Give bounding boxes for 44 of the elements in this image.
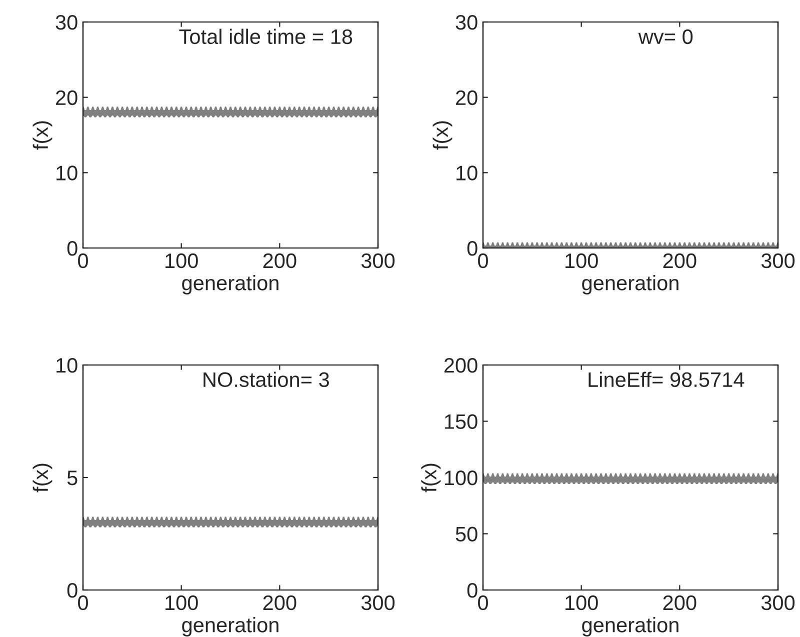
x-tick-label: 200 xyxy=(263,253,296,268)
y-tick-label: 20 xyxy=(56,90,78,106)
y-tick-label: 100 xyxy=(444,470,478,486)
y-tick-label: 20 xyxy=(456,90,478,106)
annotation: Total idle time = 18 xyxy=(179,28,352,44)
x-tick-label: 100 xyxy=(166,253,198,268)
x-tick-label: 200 xyxy=(263,595,296,610)
x-tick-label: 300 xyxy=(761,595,795,610)
x-tick-label: 200 xyxy=(663,253,696,268)
y-tick-label: 10 xyxy=(56,166,78,180)
y-tick-label: 10 xyxy=(56,358,78,373)
y-tick-label: 10 xyxy=(456,166,478,180)
x-tick-label: 0 xyxy=(478,253,488,268)
x-tick-label: 300 xyxy=(361,595,395,610)
x-tick-label: 200 xyxy=(663,595,696,610)
x-axis-title: generation xyxy=(582,275,678,294)
annotation: LineEff= 98.5714 xyxy=(588,372,744,388)
y-tick-label: 30 xyxy=(456,15,478,30)
x-tick-label: 0 xyxy=(78,595,88,610)
y-axis-title: f(x) xyxy=(432,121,452,150)
y-tick-label: 0 xyxy=(67,583,78,598)
annotation: NO.station= 3 xyxy=(204,372,329,388)
y-axis-title: f(x) xyxy=(421,464,441,492)
y-tick-label: 0 xyxy=(467,241,478,256)
y-tick-label: 0 xyxy=(67,241,78,256)
y-axis-title: f(x) xyxy=(32,121,52,150)
x-axis-title: generation xyxy=(582,617,678,636)
annotation: wv= 0 xyxy=(638,29,693,44)
x-axis-title: generation xyxy=(182,617,278,636)
y-axis-title: f(x) xyxy=(32,464,52,492)
y-tick-label: 50 xyxy=(456,526,478,542)
y-tick-label: 150 xyxy=(444,414,478,430)
x-axis-title: generation xyxy=(182,275,278,294)
y-tick-label: 200 xyxy=(444,358,478,373)
x-tick-label: 0 xyxy=(478,595,488,610)
y-tick-label: 5 xyxy=(67,470,78,486)
x-tick-label: 100 xyxy=(566,253,598,268)
x-tick-label: 300 xyxy=(361,253,395,268)
y-tick-label: 30 xyxy=(56,15,78,30)
x-tick-label: 100 xyxy=(566,595,598,610)
x-tick-label: 0 xyxy=(78,253,88,268)
x-tick-label: 300 xyxy=(761,253,795,268)
y-tick-label: 0 xyxy=(467,583,478,598)
x-tick-label: 100 xyxy=(166,595,198,610)
